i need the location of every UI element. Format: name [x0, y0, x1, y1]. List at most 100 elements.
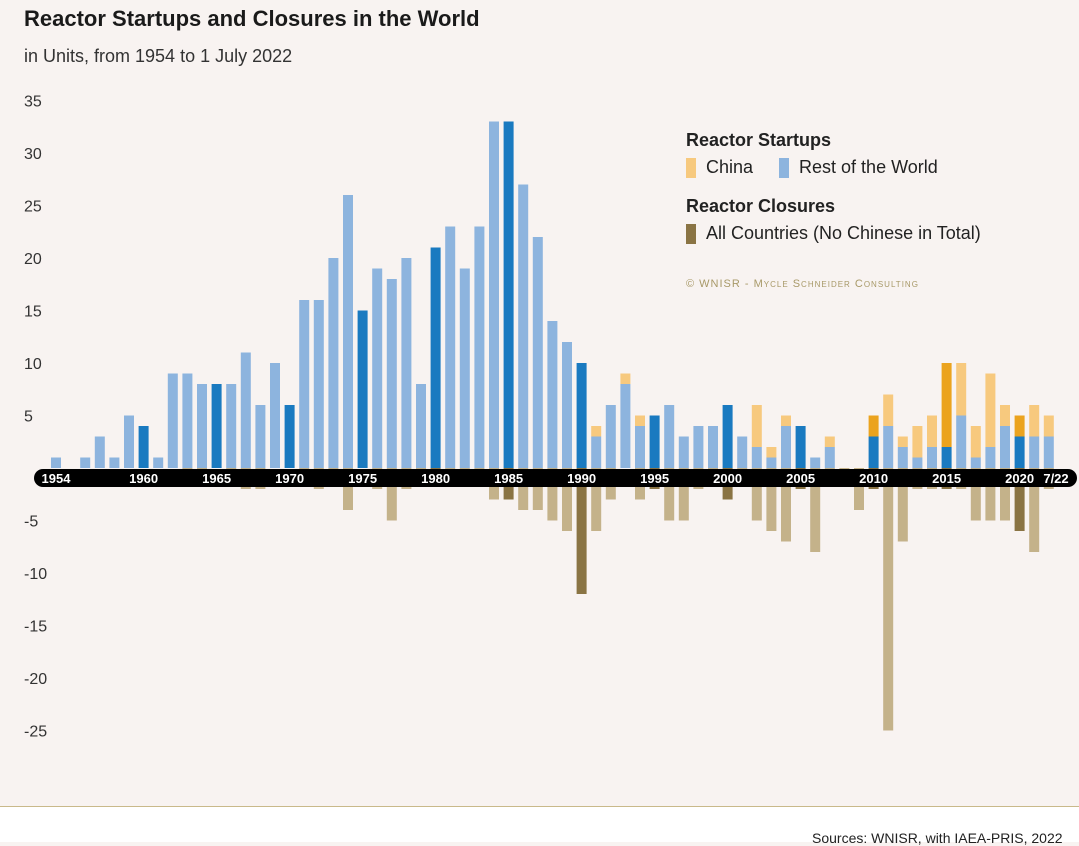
bar-rest-1994	[635, 426, 645, 468]
bar-rest-1969	[270, 363, 280, 468]
bar-rest-1982	[459, 268, 470, 468]
sources-note: Sources: WNISR, with IAEA-PRIS, 2022	[812, 830, 1063, 846]
bar-closure-2004	[781, 468, 791, 542]
bar-rest-2007	[824, 447, 835, 468]
bar-rest-2012	[897, 447, 908, 468]
bar-closure-2021	[1029, 468, 1040, 552]
bar-rest-1971	[299, 300, 310, 468]
bar-rest-2004	[781, 426, 791, 468]
bar-rest-1997	[678, 436, 689, 468]
bottom-divider	[0, 806, 1079, 807]
bar-closure-1977	[386, 468, 397, 521]
bar-rest-1966	[226, 384, 237, 468]
bar-closure-2009	[854, 468, 864, 510]
bar-closure-2011	[883, 468, 894, 731]
bar-rest-1984	[489, 121, 499, 468]
bar-rest-1992	[605, 405, 616, 468]
bar-closure-1986	[518, 468, 529, 510]
bar-china-2007	[824, 436, 835, 447]
bar-china-2010	[868, 415, 879, 437]
bar-china-2011	[883, 394, 894, 426]
y-tick-label: 15	[24, 304, 42, 321]
bar-closure-1987	[532, 468, 543, 510]
x-tick-label: 1980	[421, 471, 450, 486]
bar-rest-1983	[474, 226, 485, 468]
bar-rest-1954	[51, 457, 61, 468]
bar-rest-1989	[562, 342, 572, 468]
bar-closure-2006	[810, 468, 821, 552]
bar-closure-1991	[591, 468, 602, 531]
bar-rest-1972	[313, 300, 324, 468]
bar-china-1994	[635, 415, 645, 426]
x-tick-label: 1954	[42, 471, 72, 486]
copyright-note: © WNISR - Mycle Schneider Consulting	[686, 278, 919, 290]
bar-china-2017	[970, 426, 981, 458]
y-axis-ticks: 35 30 25 20 15 10 5 -5 -10 -15 -20 -25	[24, 94, 47, 741]
bar-china-2022	[1043, 415, 1054, 437]
x-tick-label: 1970	[275, 471, 304, 486]
x-tick-label: 2000	[713, 471, 742, 486]
bar-rest-1962	[167, 373, 178, 468]
bar-rest-2011	[883, 426, 894, 468]
legend-closures-heading: Reactor Closures	[686, 196, 836, 216]
bar-rest-1963	[182, 373, 193, 468]
bar-rest-2022	[1043, 436, 1054, 468]
legend-china-label: China	[706, 157, 754, 177]
x-tick-label: 2015	[932, 471, 961, 486]
bar-closure-2003	[766, 468, 777, 531]
bar-rest-2005	[795, 426, 806, 468]
bar-rest-2013	[912, 457, 923, 468]
bar-rest-2019	[1000, 426, 1010, 468]
bar-rest-2017	[970, 457, 981, 468]
x-tick-label: 1975	[348, 471, 377, 486]
bar-rest-2001	[737, 436, 748, 468]
legend-rest-label: Rest of the World	[799, 157, 938, 177]
legend-startups-heading: Reactor Startups	[686, 130, 832, 150]
y-tick-label: 35	[24, 94, 42, 111]
bar-rest-2006	[810, 457, 821, 468]
bar-rest-1967	[240, 352, 251, 468]
bar-closure-1989	[562, 468, 572, 531]
bar-rest-1991	[591, 436, 602, 468]
bar-china-1991	[591, 426, 602, 437]
bar-rest-1958	[109, 457, 120, 468]
bar-rest-1961	[153, 457, 164, 468]
bar-closure-2018	[985, 468, 996, 521]
x-tick-label: 1995	[640, 471, 669, 486]
bar-rest-2003	[766, 457, 777, 468]
bar-closure-1974	[343, 468, 353, 510]
y-tick-label: -20	[24, 671, 47, 688]
bar-rest-1973	[328, 258, 339, 468]
y-tick-label: -15	[24, 619, 47, 636]
bar-rest-2016	[956, 415, 967, 468]
bar-rest-1993	[620, 384, 631, 468]
bar-china-2013	[912, 426, 923, 458]
x-tick-label: 1960	[129, 471, 158, 486]
x-tick-label: 2005	[786, 471, 815, 486]
bar-china-2020	[1014, 415, 1025, 437]
bars-group	[51, 121, 1054, 731]
bar-china-2021	[1029, 405, 1040, 437]
bar-rest-1960	[138, 426, 149, 468]
bar-rest-1974	[343, 195, 353, 468]
bar-closure-2002	[751, 468, 762, 521]
bar-rest-1998	[693, 426, 704, 468]
bar-china-2012	[897, 436, 908, 447]
bar-rest-1978	[401, 258, 412, 468]
legend-closures-label: All Countries (No Chinese in Total)	[706, 223, 981, 243]
chart-subtitle: in Units, from 1954 to 1 July 2022	[24, 46, 293, 66]
bar-rest-1975	[357, 310, 368, 468]
y-tick-label: 30	[24, 146, 42, 163]
bar-china-2018	[985, 373, 996, 447]
legend-closures-row: All Countries (No Chinese in Total)	[686, 223, 981, 244]
y-tick-label: -5	[24, 514, 38, 531]
bar-rest-1977	[386, 279, 397, 468]
bar-rest-1968	[255, 405, 266, 468]
y-tick-label: -25	[24, 724, 47, 741]
x-tick-label: 1985	[494, 471, 523, 486]
bar-rest-1987	[532, 237, 543, 468]
bar-rest-1981	[445, 226, 456, 468]
bar-china-2003	[766, 447, 777, 458]
bar-rest-1995	[649, 415, 660, 468]
